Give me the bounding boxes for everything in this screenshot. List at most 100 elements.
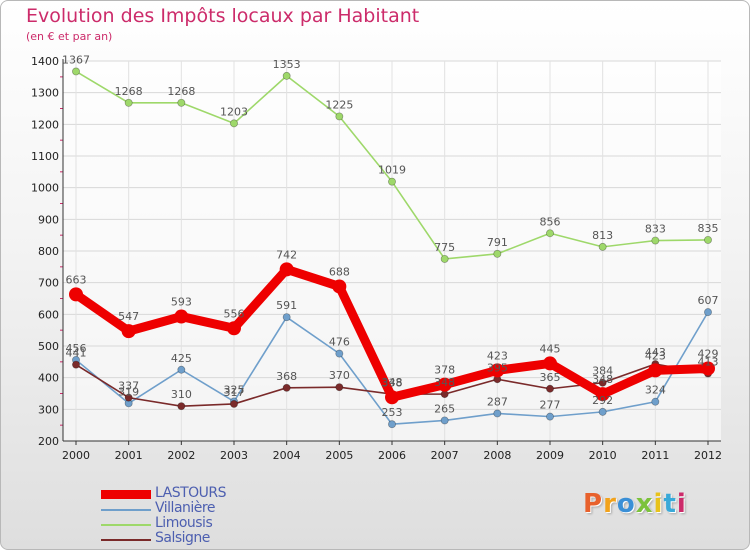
data-label-salsigne: 348 [382,376,403,389]
data-label-lastours: 547 [118,310,139,323]
data-point-lastours [385,390,399,405]
y-tick-label: 700 [38,277,59,290]
data-label-villanire: 476 [329,336,350,349]
x-tick-label: 2001 [115,449,143,462]
data-point-villanire [546,412,554,421]
data-label-salsigne: 441 [66,347,87,360]
data-label-salsigne: 443 [645,346,666,359]
data-label-salsigne: 310 [171,388,192,401]
data-point-limousis [546,229,554,238]
data-label-villanire: 324 [645,384,666,397]
data-point-lastours [543,356,557,371]
logo-letter: P [583,489,604,519]
data-point-lastours [437,377,452,392]
data-point-villanire [388,420,396,429]
x-tick-label: 2008 [483,449,511,462]
data-point-lastours [69,287,83,302]
data-point-villanire [440,416,449,425]
y-tick-label: 1100 [31,150,59,163]
data-label-lastours: 556 [224,307,245,320]
data-point-limousis [704,235,712,244]
x-tick-label: 2000 [62,449,90,462]
data-point-lastours [332,279,347,294]
data-label-lastours: 378 [434,364,455,377]
legend-label: Limousis [155,515,213,531]
data-label-lastours: 423 [487,349,508,362]
logo-letter: x [635,489,654,519]
data-point-limousis [651,236,660,245]
y-tick-label: 1300 [31,87,59,100]
data-label-lastours: 423 [645,349,666,362]
data-point-lastours [279,262,294,277]
data-point-lastours [648,363,663,378]
y-tick-label: 600 [38,308,59,321]
data-label-limousis: 813 [592,229,613,242]
y-tick-label: 400 [38,372,59,385]
data-point-limousis [282,71,291,80]
chart-subtitle: (en € et par an) [26,30,113,43]
data-point-villanire [335,349,344,358]
y-tick-label: 500 [38,340,59,353]
data-point-salsigne [177,402,186,411]
data-label-villanire: 325 [224,383,245,396]
data-point-lastours [121,324,136,339]
data-point-limousis [124,98,133,107]
data-point-salsigne [335,383,344,392]
data-point-limousis [230,119,238,128]
data-label-lastours: 445 [540,342,561,355]
data-point-villanire [493,409,502,418]
data-point-salsigne [282,383,291,392]
y-tick-label: 1400 [31,55,59,68]
x-tick-label: 2005 [325,449,353,462]
x-tick-label: 2006 [378,449,406,462]
legend-label: Villanière [155,500,215,516]
data-point-limousis [72,67,80,76]
data-label-villanire: 253 [382,406,403,419]
data-label-salsigne: 370 [329,369,350,382]
data-label-salsigne: 368 [276,370,297,383]
data-label-villanire: 265 [434,402,455,415]
data-point-limousis [177,98,186,107]
data-point-lastours [595,387,610,402]
data-point-salsigne [598,378,607,387]
data-label-limousis: 833 [645,223,666,236]
data-label-villanire: 456 [66,342,87,355]
data-point-lastours [227,321,241,336]
x-tick-label: 2011 [641,449,669,462]
chart-title: Evolution des Impôts locaux par Habitant [26,5,420,27]
data-label-villanire: 607 [698,294,719,307]
data-label-salsigne: 395 [487,361,508,374]
data-point-villanire [177,365,186,374]
x-tick-label: 2012 [694,449,722,462]
data-point-lastours [701,361,715,376]
data-label-lastours: 742 [276,248,297,261]
data-point-salsigne [72,360,80,369]
data-label-limousis: 775 [434,241,455,254]
legend-swatch [101,538,151,541]
legend-swatch [101,490,151,499]
data-point-limousis [598,242,607,251]
data-label-salsigne: 317 [224,386,245,399]
data-point-limousis [388,177,396,186]
data-label-lastours: 338 [382,376,403,389]
x-tick-label: 2002 [167,449,195,462]
data-label-villanire: 425 [171,352,192,365]
data-point-salsigne [124,393,133,402]
y-tick-label: 1000 [31,182,59,195]
data-point-limousis [493,249,502,258]
data-label-limousis: 1225 [325,98,353,111]
y-tick-label: 800 [38,245,59,258]
x-tick-label: 2004 [273,449,301,462]
data-point-villanire [598,407,607,416]
logo-letter: i [653,489,664,519]
data-label-salsigne: 337 [118,380,139,393]
logo-letter: t [663,489,677,519]
data-label-villanire: 591 [276,299,297,312]
legend-label: LASTOURS [155,485,227,501]
y-tick-label: 200 [38,435,59,448]
data-point-villanire [282,313,291,322]
x-tick-label: 2003 [220,449,248,462]
data-label-lastours: 663 [66,273,87,286]
